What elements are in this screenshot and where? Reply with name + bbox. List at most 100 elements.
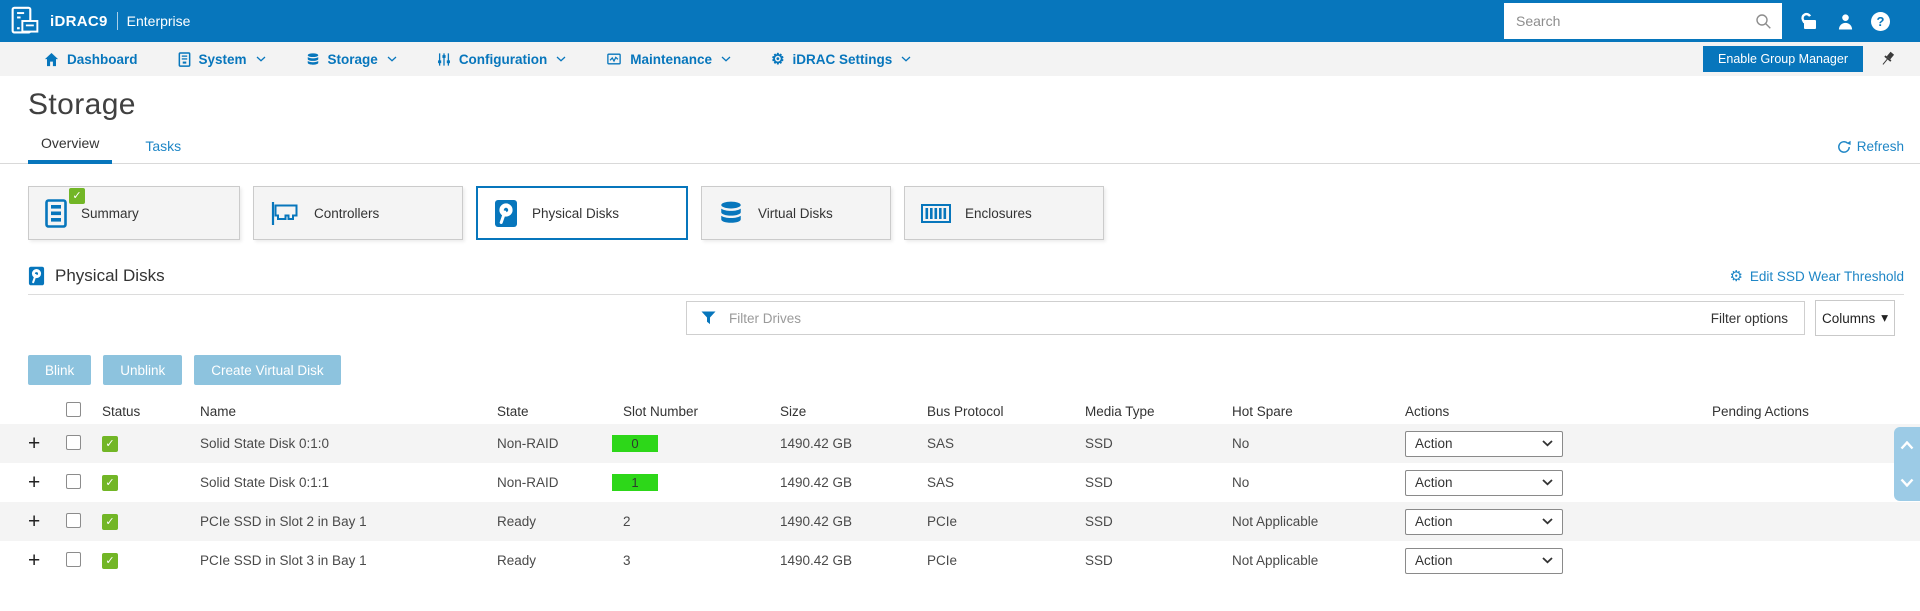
physical-disk-icon	[495, 199, 517, 227]
server-icon	[178, 51, 190, 67]
section-title: Physical Disks	[55, 266, 165, 285]
card-controllers[interactable]: Controllers	[253, 186, 463, 240]
virtual-disk-icon	[721, 201, 741, 223]
card-physical-disks[interactable]: Physical Disks	[476, 186, 688, 240]
user-icon[interactable]	[1837, 13, 1854, 30]
table-row: + ✓ PCIe SSD in Slot 2 in Bay 1 Ready 2 …	[0, 502, 1920, 541]
chart-box-icon	[607, 53, 622, 65]
lock-unlocked-icon[interactable]	[1798, 12, 1820, 30]
disk-size: 1490.42 GB	[780, 553, 853, 568]
brand-divider	[116, 12, 118, 30]
column-header-state: State	[497, 403, 529, 419]
chevron-down-icon	[721, 56, 731, 62]
hot-spare: Not Applicable	[1232, 553, 1319, 568]
filter-options-button[interactable]: Filter options	[1710, 310, 1788, 326]
search-input[interactable]	[1516, 13, 1755, 29]
edit-ssd-wear-threshold-link[interactable]: ⚙ Edit SSD Wear Threshold	[1729, 267, 1904, 285]
column-header-status: Status	[102, 403, 141, 419]
action-dropdown[interactable]: Action	[1405, 469, 1563, 496]
expand-row-button[interactable]: +	[28, 511, 41, 532]
column-header-size: Size	[780, 403, 807, 419]
disk-size: 1490.42 GB	[780, 475, 853, 490]
hot-spare: No	[1232, 475, 1250, 490]
action-dropdown[interactable]: Action	[1405, 508, 1563, 535]
chevron-down-icon	[901, 56, 911, 62]
card-enclosures[interactable]: Enclosures	[904, 186, 1104, 240]
bus-protocol: PCIe	[927, 514, 958, 529]
search-box	[1504, 3, 1782, 39]
disk-state: Ready	[497, 553, 537, 568]
top-bar: iDRAC9 Enterprise ?	[0, 0, 1920, 42]
nav-item-idrac-settings[interactable]: ⚙ iDRAC Settings	[771, 52, 911, 67]
slot-number-badge: 1	[612, 474, 658, 491]
disk-name: PCIe SSD in Slot 3 in Bay 1	[200, 553, 367, 568]
card-summary[interactable]: ✓ Summary	[28, 186, 240, 240]
disk-size: 1490.42 GB	[780, 436, 853, 451]
expand-row-button[interactable]: +	[28, 550, 41, 571]
card-virtual-disks[interactable]: Virtual Disks	[701, 186, 891, 240]
brand-edition: Enterprise	[126, 13, 191, 29]
columns-dropdown-button[interactable]: Columns ▾	[1815, 300, 1895, 336]
nav-item-maintenance[interactable]: Maintenance	[606, 52, 731, 67]
row-checkbox[interactable]	[66, 551, 81, 567]
table-row: + ✓ PCIe SSD in Slot 3 in Bay 1 Ready 3 …	[0, 541, 1920, 580]
column-header-slot-number: Slot Number	[623, 403, 699, 419]
blink-button[interactable]: Blink	[28, 355, 92, 385]
search-icon[interactable]	[1755, 13, 1772, 30]
column-header-bus-protocol: Bus Protocol	[927, 403, 1004, 419]
row-checkbox[interactable]	[66, 473, 81, 489]
page-title: Storage	[28, 88, 136, 121]
section-divider	[28, 294, 1904, 295]
nav-item-dashboard[interactable]: Dashboard	[44, 52, 138, 67]
expand-row-button[interactable]: +	[28, 472, 41, 493]
action-dropdown[interactable]: Action	[1405, 430, 1563, 457]
chevron-down-icon	[1542, 518, 1553, 525]
nav-item-system[interactable]: System	[178, 52, 266, 67]
scroll-down-button[interactable]	[1898, 474, 1916, 491]
refresh-button[interactable]: Refresh	[1837, 139, 1904, 154]
funnel-icon	[701, 311, 716, 325]
column-header-media-type: Media Type	[1085, 403, 1155, 419]
bus-protocol: SAS	[927, 436, 955, 451]
row-checkbox[interactable]	[66, 512, 81, 528]
disk-name: Solid State Disk 0:1:1	[200, 475, 330, 490]
media-type: SSD	[1085, 436, 1113, 451]
pin-icon[interactable]	[1880, 51, 1895, 67]
expand-row-button[interactable]: +	[28, 433, 41, 454]
chevron-down-icon	[387, 56, 397, 62]
media-type: SSD	[1085, 553, 1113, 568]
disk-state: Ready	[497, 514, 537, 529]
table-scroll-buttons	[1894, 427, 1920, 501]
hot-spare: Not Applicable	[1232, 514, 1319, 529]
gear-icon: ⚙	[771, 50, 785, 68]
unblink-button[interactable]: Unblink	[103, 355, 183, 385]
summary-icon	[45, 198, 67, 228]
table-header: Status Name State Slot Number Size Bus P…	[0, 398, 1920, 424]
column-header-name: Name	[200, 403, 237, 419]
enable-group-manager-button[interactable]: Enable Group Manager	[1703, 46, 1863, 72]
chevron-down-icon	[1542, 440, 1553, 447]
disk-size: 1490.42 GB	[780, 514, 853, 529]
help-icon[interactable]: ?	[1871, 11, 1890, 31]
nav-item-storage[interactable]: Storage	[306, 52, 397, 67]
tab-overview[interactable]: Overview	[28, 135, 113, 164]
status-ok-icon: ✓	[102, 553, 118, 569]
sliders-icon	[437, 52, 450, 66]
slot-number-badge: 0	[612, 435, 658, 452]
status-ok-icon: ✓	[102, 514, 118, 530]
slot-number: 3	[623, 553, 631, 568]
tab-tasks[interactable]: Tasks	[145, 138, 182, 154]
create-virtual-disk-button[interactable]: Create Virtual Disk	[194, 355, 341, 385]
chevron-down-icon	[1542, 479, 1553, 486]
tab-bar: Overview Tasks Refresh	[0, 132, 1920, 164]
gear-icon: ⚙	[1729, 267, 1743, 285]
filter-drives-input[interactable]	[729, 310, 1696, 326]
row-checkbox[interactable]	[66, 434, 81, 450]
storage-subnav: ✓ Summary Controllers Physical Disks Vir…	[28, 186, 1920, 240]
action-dropdown[interactable]: Action	[1405, 547, 1563, 574]
scroll-up-button[interactable]	[1898, 437, 1916, 454]
table-row: + ✓ Solid State Disk 0:1:0 Non-RAID 0 14…	[0, 424, 1920, 463]
select-all-checkbox[interactable]	[66, 402, 81, 417]
status-ok-icon: ✓	[102, 436, 118, 452]
nav-item-configuration[interactable]: Configuration	[437, 52, 566, 67]
